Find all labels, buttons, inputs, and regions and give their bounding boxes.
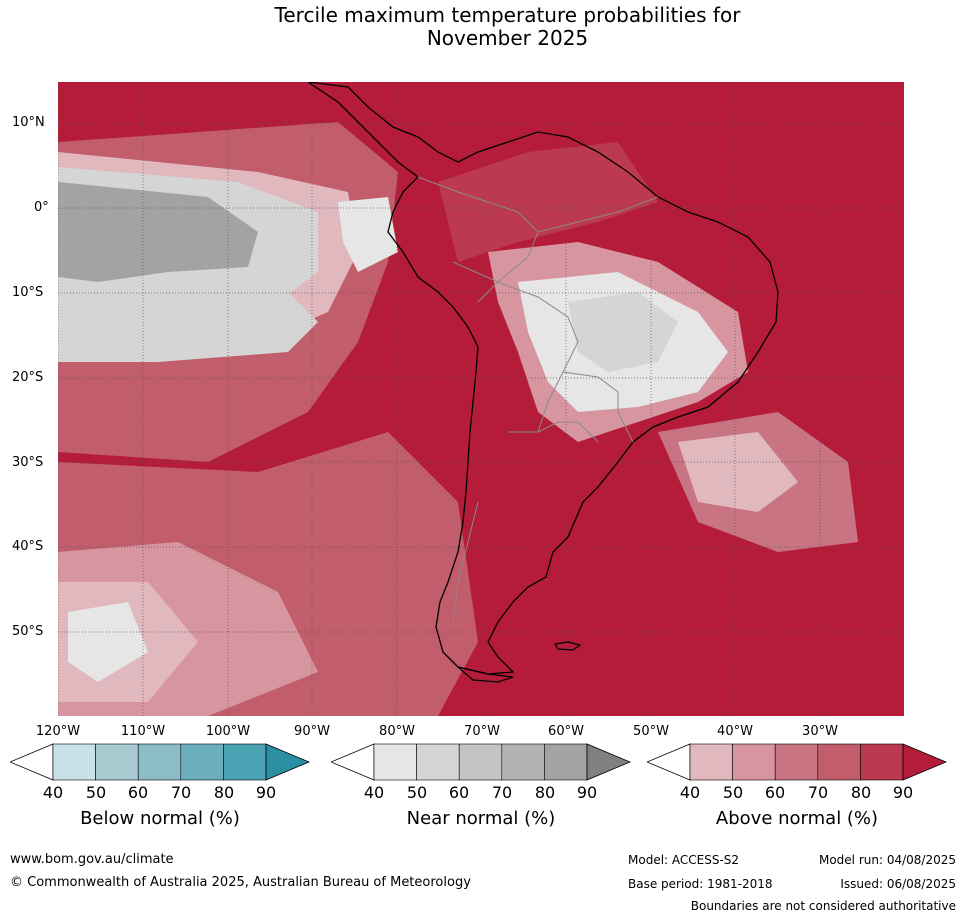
above-tick-90: 90 — [892, 783, 914, 802]
region-near-normal-south — [68, 602, 148, 682]
tierra-del-fuego — [457, 666, 514, 683]
colorbar-0-swatch-4 — [223, 743, 267, 781]
colorbar-near-normal — [329, 742, 632, 786]
near-tick-50: 50 — [406, 783, 428, 802]
colorbar-below-normal — [8, 742, 311, 786]
title-line-2: November 2025 — [426, 26, 589, 50]
region-near-60-belt — [58, 282, 318, 362]
lon-label-80w: 80°W — [379, 724, 415, 739]
colorbar-0-low-triangle — [8, 743, 54, 781]
colorbar-below-title: Below normal (%) — [80, 808, 240, 829]
colorbar-2-swatch-3 — [817, 743, 861, 781]
lat-label-0: 0° — [34, 200, 49, 215]
colorbar-2-swatch-2 — [774, 743, 819, 781]
lat-label-10s: 10°S — [12, 285, 44, 300]
footer-base-period: Base period: 1981-2018 — [628, 877, 773, 891]
colorbar-2-low-triangle — [645, 743, 691, 781]
below-tick-80: 80 — [213, 783, 235, 802]
region-near-50-coast — [338, 197, 398, 272]
near-tick-60: 60 — [448, 783, 470, 802]
lat-label-50s: 50°S — [12, 624, 44, 639]
region-above-50-atlantic — [678, 432, 798, 512]
below-tick-60: 60 — [127, 783, 149, 802]
colorbar-0-high-triangle — [265, 743, 311, 781]
below-tick-90: 90 — [255, 783, 277, 802]
footer-issued: Issued: 06/08/2025 — [840, 877, 956, 891]
lat-label-40s: 40°S — [12, 539, 44, 554]
colorbar-2-swatch-1 — [732, 743, 776, 781]
colorbar-1-swatch-3 — [501, 743, 545, 781]
footer-website: www.bom.gov.au/climate — [10, 852, 174, 867]
near-tick-80: 80 — [534, 783, 556, 802]
footer-model-run: Model run: 04/08/2025 — [818, 853, 956, 867]
footer-disclaimer: Boundaries are not considered authoritat… — [690, 899, 956, 913]
graticule — [58, 82, 904, 716]
lat-label-10n: 10°N — [12, 115, 45, 130]
footer-copyright: © Commonwealth of Australia 2025, Austra… — [10, 875, 471, 890]
lat-label-30s: 30°S — [12, 455, 44, 470]
near-tick-90: 90 — [576, 783, 598, 802]
map-canvas — [58, 82, 904, 716]
colorbar-1-swatch-0 — [373, 743, 417, 781]
region-near-80-tropics — [58, 182, 258, 282]
lon-label-100w: 100°W — [205, 724, 251, 739]
lon-label-70w: 70°W — [464, 724, 500, 739]
colorbar-near-title: Near normal (%) — [406, 808, 556, 829]
title-line-1: Tercile maximum temperature probabilitie… — [274, 3, 741, 27]
country-borders — [417, 176, 659, 623]
colorbar-above-normal — [645, 742, 948, 786]
near-tick-70: 70 — [491, 783, 513, 802]
below-tick-70: 70 — [170, 783, 192, 802]
footer-model: Model: ACCESS-S2 — [628, 853, 740, 867]
region-near-60-brazil — [568, 292, 678, 372]
colorbar-2-high-triangle — [902, 743, 948, 781]
colorbar-0-swatch-1 — [95, 743, 139, 781]
probability-map — [58, 82, 904, 716]
colorbar-1-high-triangle — [586, 743, 632, 781]
above-tick-80: 80 — [850, 783, 872, 802]
region-above-80-north — [438, 142, 658, 262]
lon-label-90w: 90°W — [294, 724, 330, 739]
near-tick-40: 40 — [363, 783, 385, 802]
above-tick-60: 60 — [764, 783, 786, 802]
lon-label-40w: 40°W — [717, 724, 753, 739]
colorbar-below-swatches — [8, 743, 311, 781]
colorbar-above-title: Above normal (%) — [715, 808, 879, 829]
lon-label-120w: 120°W — [35, 724, 81, 739]
colorbar-1-low-triangle — [329, 743, 375, 781]
below-tick-40: 40 — [42, 783, 64, 802]
colorbar-1-swatch-2 — [458, 743, 503, 781]
colorbar-1-swatch-1 — [416, 743, 460, 781]
above-tick-70: 70 — [807, 783, 829, 802]
lon-label-50w: 50°W — [633, 724, 669, 739]
above-tick-50: 50 — [722, 783, 744, 802]
colorbar-0-swatch-3 — [180, 743, 224, 781]
chart-title: Tercile maximum temperature probabilitie… — [0, 4, 965, 50]
colorbar-0-swatch-0 — [52, 743, 96, 781]
below-tick-50: 50 — [85, 783, 107, 802]
colorbar-2-swatch-4 — [860, 743, 904, 781]
lon-label-60w: 60°W — [548, 724, 584, 739]
colorbar-0-swatch-2 — [137, 743, 182, 781]
lon-label-30w: 30°W — [802, 724, 838, 739]
colorbar-2-swatch-0 — [689, 743, 733, 781]
colorbar-near-swatches — [329, 743, 632, 781]
above-tick-40: 40 — [679, 783, 701, 802]
colorbar-1-swatch-4 — [544, 743, 588, 781]
south-america-coastline — [307, 82, 779, 675]
lat-label-20s: 20°S — [12, 370, 44, 385]
falkland-islands — [554, 641, 582, 651]
lon-label-110w: 110°W — [120, 724, 166, 739]
colorbar-above-swatches — [645, 743, 948, 781]
